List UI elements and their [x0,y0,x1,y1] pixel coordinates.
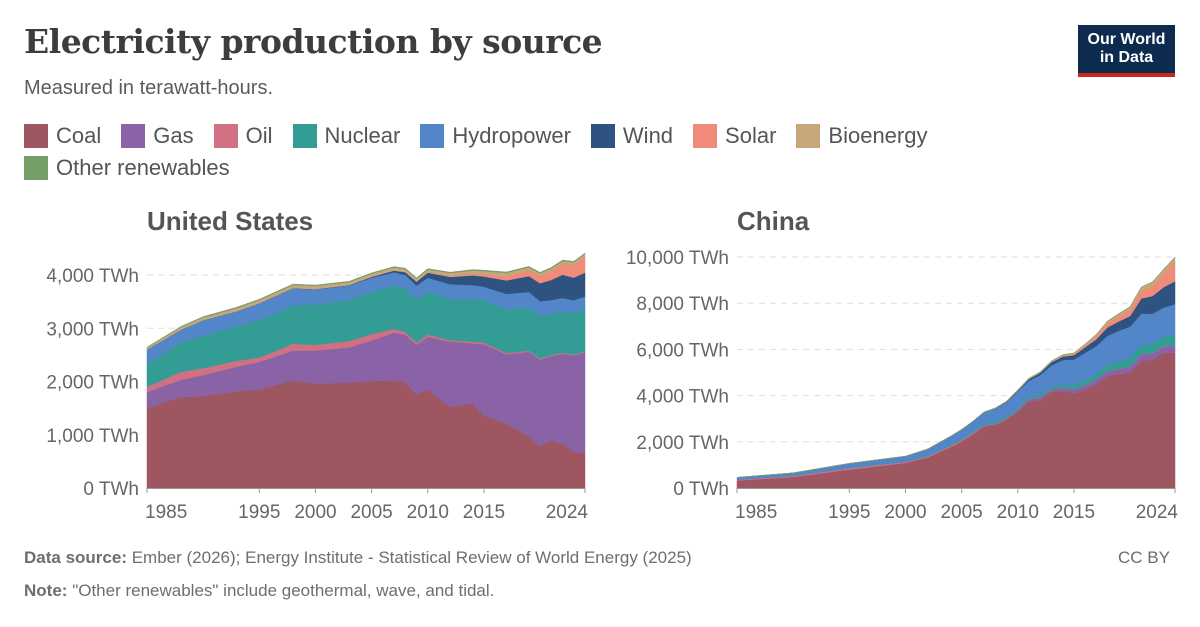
legend-label: Nuclear [324,123,401,148]
chart-subtitle: Measured in terawatt-hours. [24,77,274,99]
legend-item-hydropower[interactable]: Hydropower [420,123,571,148]
legend: Coal Gas Oil Nuclear Hydropower Wind Sol… [24,123,1024,180]
x-tick-label: 2005 [350,502,392,523]
legend-swatch [292,124,317,148]
y-tick-label: 0 TWh [673,479,729,500]
note-label: Note: [24,581,68,600]
legend-swatch [213,124,238,148]
x-tick-label: 2015 [1053,502,1095,523]
x-tick-label: 1985 [145,502,187,523]
note: Note: "Other renewables" include geother… [24,581,494,601]
legend-item-wind[interactable]: Wind [590,123,674,148]
legend-item-oil[interactable]: Oil [213,123,273,148]
legend-item-gas[interactable]: Gas [121,123,194,148]
legend-swatch [796,124,821,148]
x-tick-label: 2024 [546,502,589,523]
source-text: Ember (2026); Energy Institute - Statist… [131,548,692,567]
owid-logo[interactable]: Our World in Data [1078,25,1175,77]
legend-swatch [693,124,718,148]
panel-title-united-states: United States [147,206,314,236]
legend-swatch [24,156,48,180]
legend-item-coal[interactable]: Coal [24,123,102,148]
legend-item-bioenergy[interactable]: Bioenergy [796,123,928,148]
y-tick-label: 1,000 TWh [46,426,139,447]
legend-swatch [121,124,146,148]
legend-label: Solar [725,123,777,148]
x-tick-label: 2000 [294,502,336,523]
legend-item-solar[interactable]: Solar [693,123,777,148]
y-tick-label: 2,000 TWh [636,433,729,454]
y-tick-label: 0 TWh [83,479,139,500]
x-tick-label: 2010 [997,502,1039,523]
data-source: Data source: Ember (2026); Energy Instit… [24,548,692,568]
chart-title: Electricity production by source [24,22,603,61]
y-tick-label: 6,000 TWh [636,340,729,361]
area-united-states-other-renewables [146,252,586,349]
y-tick-label: 4,000 TWh [46,266,139,287]
x-tick-label: 2015 [463,502,505,523]
y-tick-label: 10,000 TWh [626,248,729,269]
legend-swatch [420,124,445,148]
y-tick-label: 8,000 TWh [636,294,729,315]
legend-label: Other renewables [56,155,230,180]
x-tick-label: 1995 [828,502,870,523]
legend-label: Oil [245,123,273,148]
x-tick-label: 1995 [238,502,280,523]
y-tick-label: 2,000 TWh [46,373,139,394]
legend-label: Hydropower [452,123,571,148]
legend-swatch [24,124,48,148]
legend-label: Bioenergy [828,123,928,148]
x-tick-label: 2005 [940,502,982,523]
license-link[interactable]: CC BY [1118,548,1170,567]
legend-swatch [590,124,615,148]
legend-label: Wind [622,123,674,148]
x-tick-label: 1985 [735,502,777,523]
note-text: "Other renewables" include geothermal, w… [72,581,495,600]
x-tick-label: 2024 [1136,502,1179,523]
legend-label: Gas [153,123,194,148]
x-tick-label: 2010 [407,502,449,523]
legend-item-other-renewables[interactable]: Other renewables [24,155,230,180]
panel-title-china: China [737,206,810,236]
x-tick-label: 2000 [884,502,926,523]
y-tick-label: 3,000 TWh [46,319,139,340]
legend-item-nuclear[interactable]: Nuclear [292,123,401,148]
y-tick-label: 4,000 TWh [636,387,729,408]
legend-label: Coal [56,123,102,148]
area-china-other-renewables [736,256,1176,478]
source-label: Data source: [24,548,127,567]
